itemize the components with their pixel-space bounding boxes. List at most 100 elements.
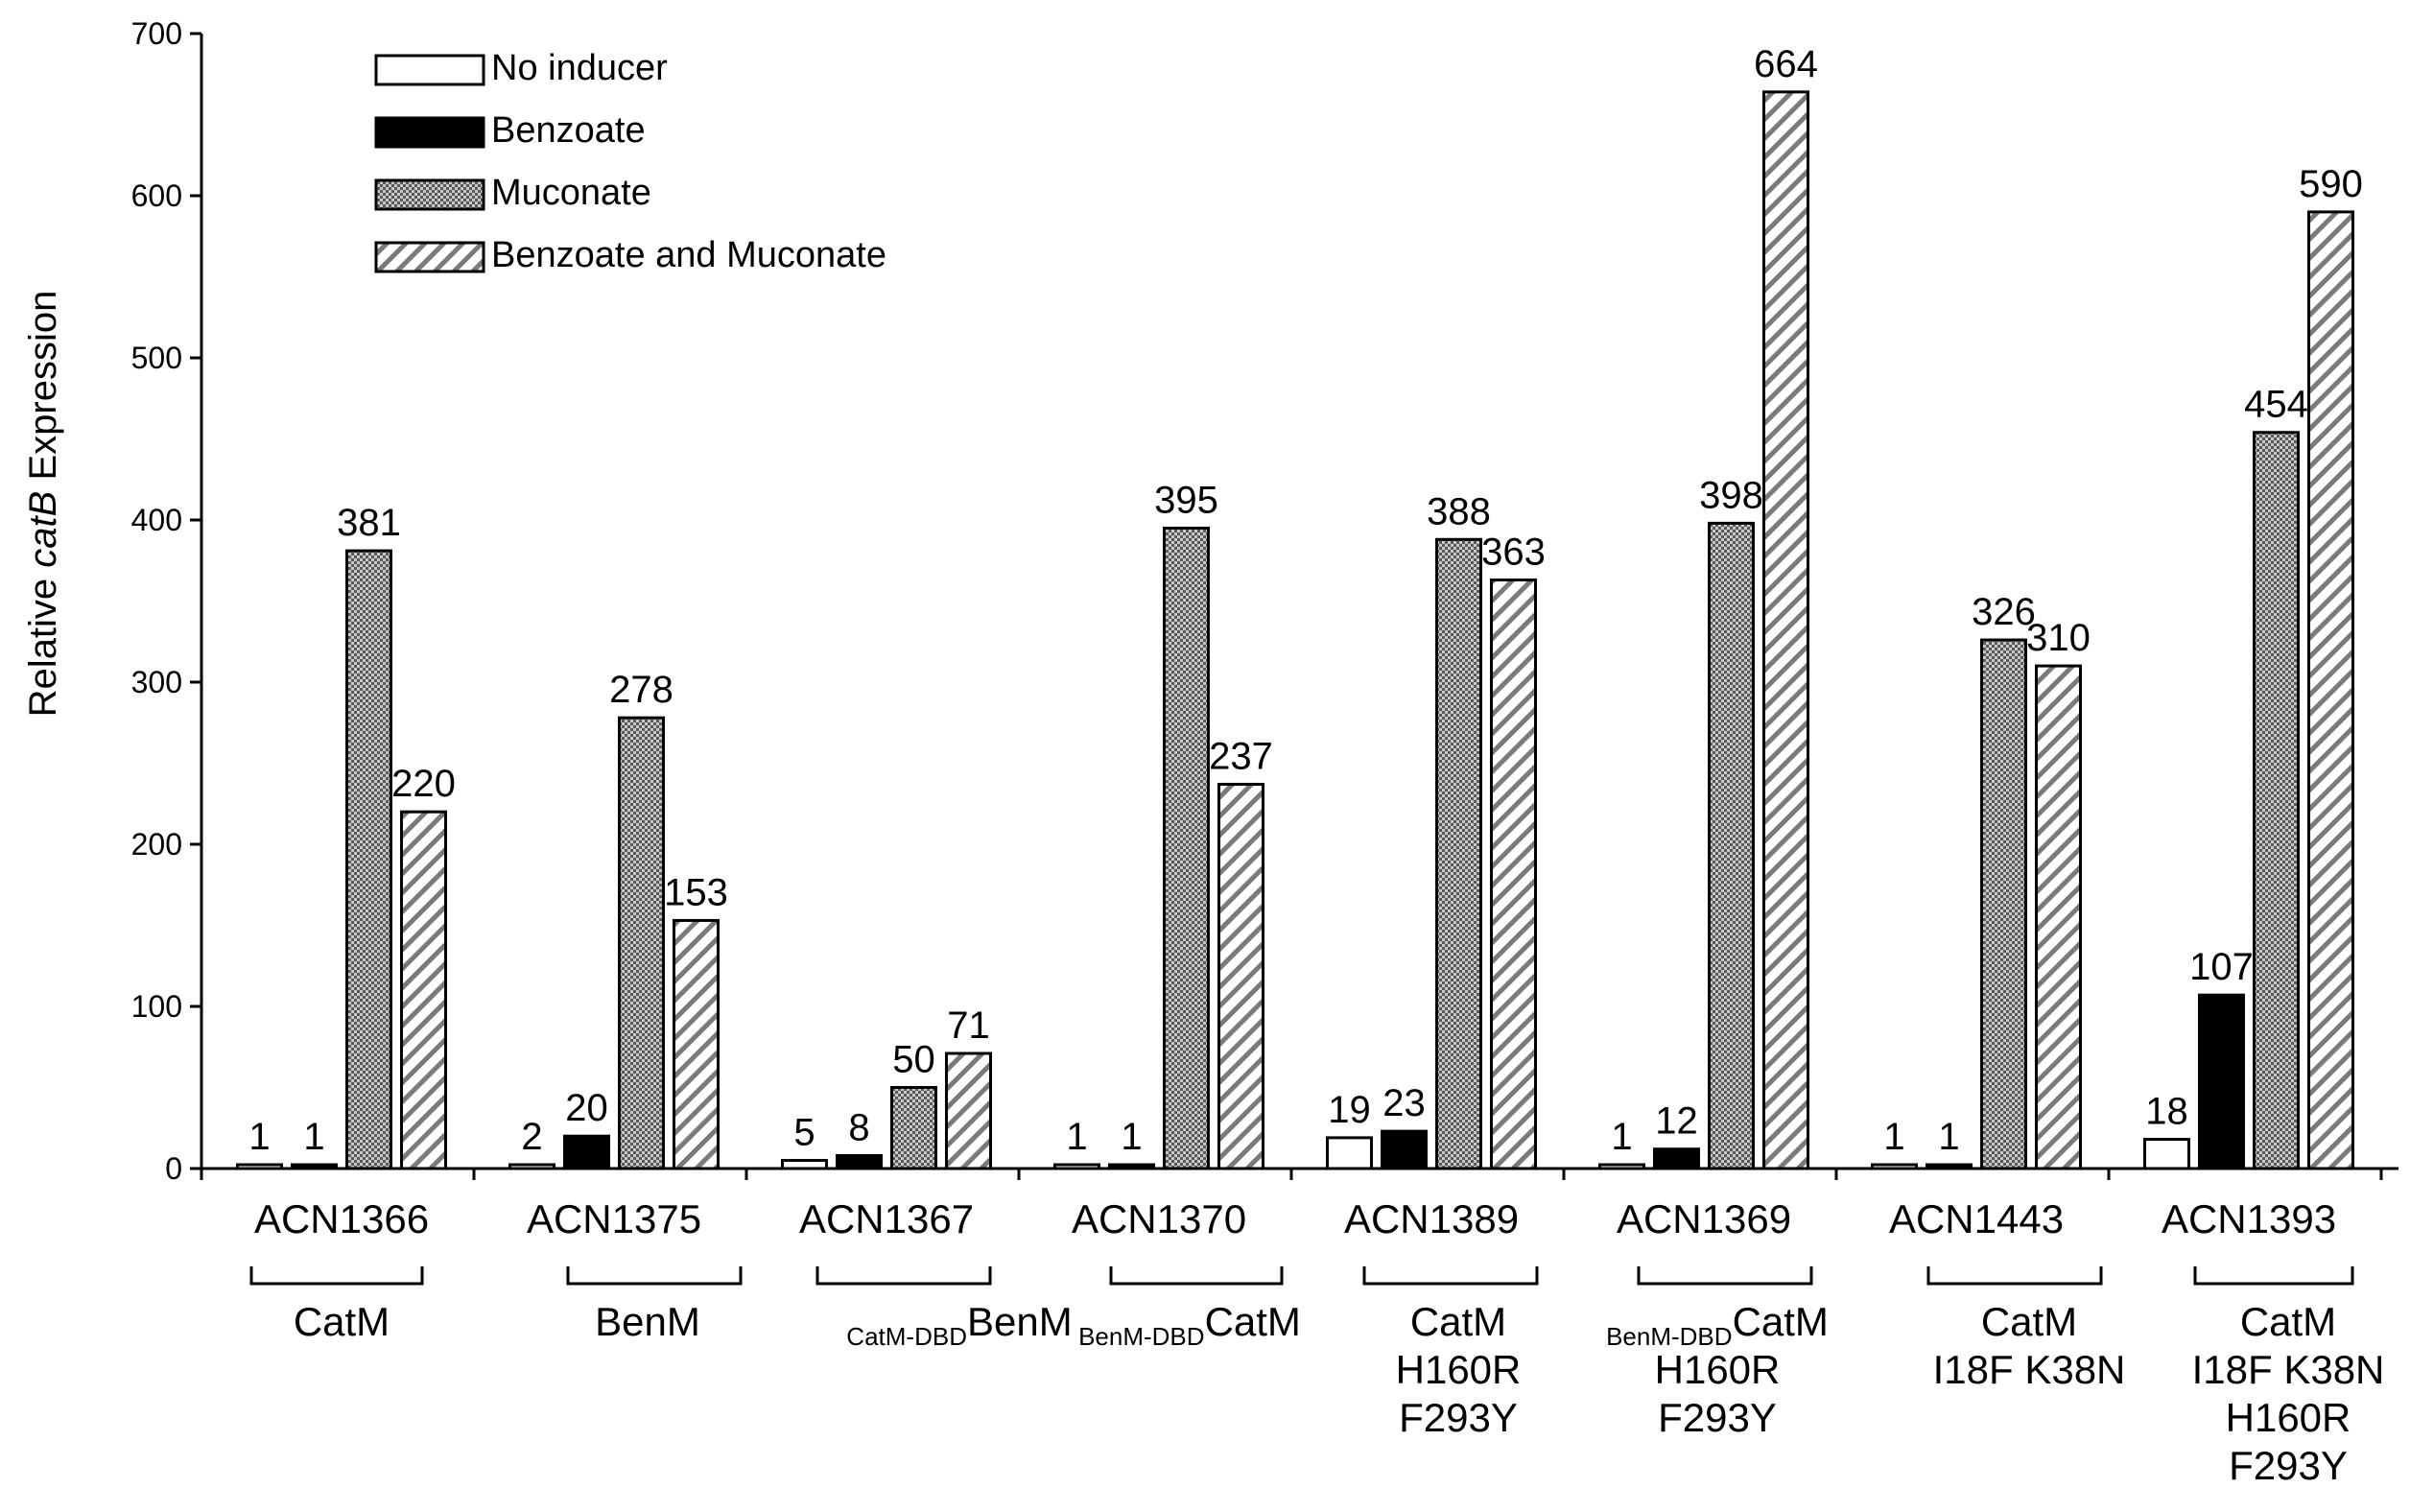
x-category-label: ACN1366	[254, 1196, 429, 1241]
data-label: 388	[1427, 490, 1491, 532]
bar-ACN1366-3	[400, 810, 447, 1170]
group-label-main: H160R	[2226, 1395, 2351, 1440]
data-label: 1	[1066, 1116, 1087, 1158]
group-bracket	[2193, 1266, 2354, 1286]
data-label: 590	[2299, 163, 2363, 205]
data-label: 12	[1655, 1100, 1698, 1143]
group-label-main: H160R	[1396, 1347, 1522, 1392]
bar-ACN1366-2	[345, 549, 392, 1170]
y-tick-label: 100	[131, 989, 182, 1024]
data-label: 381	[337, 502, 401, 544]
bar-ACN1370-3	[1217, 782, 1264, 1170]
data-label: 310	[2026, 617, 2091, 659]
bar-ACN1389-0	[1326, 1136, 1373, 1170]
group-bracket	[815, 1266, 992, 1286]
group-label-line: H160R	[2226, 1395, 2351, 1440]
group-label-line: I18F K38N	[2192, 1347, 2385, 1392]
data-label: 2	[521, 1116, 542, 1158]
group-label-line: CatM	[294, 1299, 390, 1344]
bar-ACN1389-3	[1490, 579, 1537, 1170]
group-label-line: CatM-DBDBenM	[846, 1299, 1072, 1351]
data-label: 1	[1121, 1116, 1142, 1158]
data-label: 454	[2244, 384, 2308, 426]
group-label-main: F293Y	[1658, 1395, 1777, 1440]
data-label: 664	[1754, 43, 1818, 85]
data-label: 18	[2145, 1091, 2188, 1133]
group-label-main: CatM	[1410, 1299, 1506, 1344]
bars	[236, 90, 2354, 1170]
group-label-main: F293Y	[2229, 1443, 2348, 1488]
bar-ACN1367-1	[836, 1153, 883, 1170]
group-label-line: I18F K38N	[1933, 1347, 2126, 1392]
group-label-main: CatM	[294, 1299, 390, 1344]
data-label: 398	[1699, 474, 1763, 516]
group-label-line: BenM	[595, 1299, 700, 1344]
legend-label-0: No inducer	[491, 48, 668, 88]
group-label-line: H160R	[1396, 1347, 1522, 1392]
bar-ACN1443-3	[2035, 664, 2082, 1170]
x-category-label: ACN1375	[527, 1196, 701, 1241]
y-axis-title-suffix: Expression	[22, 291, 64, 491]
group-label-main: H160R	[1655, 1347, 1781, 1392]
data-label: 278	[609, 669, 673, 711]
y-axis-title-prefix: Relative	[22, 568, 64, 718]
group-label-subscript: CatM-DBD	[846, 1322, 967, 1351]
y-tick-label: 0	[165, 1151, 182, 1186]
group-bracket	[1637, 1266, 1813, 1286]
group-label-line: BenM-DBDCatM	[1078, 1299, 1301, 1351]
bar-ACN1369-2	[1708, 521, 1755, 1170]
x-category-label: ACN1369	[1617, 1196, 1791, 1241]
bar-ACN1393-2	[2253, 431, 2300, 1170]
data-label: 1	[303, 1116, 324, 1158]
group-label-line: F293Y	[1399, 1395, 1518, 1440]
bar-ACN1375-2	[618, 716, 665, 1170]
legend-swatch-2	[374, 178, 485, 211]
data-label: 1	[1883, 1116, 1904, 1158]
group-label-main: F293Y	[1399, 1395, 1518, 1440]
bar-ACN1393-3	[2307, 210, 2354, 1170]
x-group-labels: CatM BenM CatM-DBDBenM BenM-DBDCatM CatMH160…	[249, 1266, 2385, 1488]
group-label-line: BenM-DBDCatM	[1606, 1299, 1829, 1351]
data-label: 220	[391, 763, 456, 805]
x-category-label: ACN1367	[799, 1196, 974, 1241]
x-category-label: ACN1370	[1072, 1196, 1246, 1241]
x-axis	[200, 1167, 2398, 1180]
bar-ACN1393-1	[2198, 993, 2245, 1170]
legend-label-3: Benzoate and Muconate	[491, 235, 886, 275]
group-label-line: CatM	[1981, 1299, 2077, 1344]
group-label-main: CatM	[1981, 1299, 2077, 1344]
data-label: 23	[1382, 1082, 1426, 1124]
y-axis-title-italic: catB	[22, 491, 64, 568]
x-category-labels: ACN1366 ACN1375 ACN1367 ACN1370 ACN1389 ACN13…	[254, 1196, 2336, 1241]
y-axis: 0 100 200 300 400 500 600 700	[131, 16, 203, 1186]
data-label: 107	[2189, 946, 2254, 988]
data-label: 8	[848, 1106, 869, 1148]
data-label: 19	[1328, 1089, 1371, 1131]
group-label-main: CatM	[1205, 1299, 1301, 1344]
y-tick-label: 300	[131, 665, 182, 699]
data-label: 71	[947, 1004, 990, 1047]
data-label: 1	[1938, 1116, 1959, 1158]
group-label-subscript: BenM-DBD	[1078, 1322, 1204, 1351]
group-label-line: CatM	[2240, 1299, 2336, 1344]
group-bracket	[1109, 1266, 1284, 1286]
group-label-line: F293Y	[1658, 1395, 1777, 1440]
group-label-main: CatM	[1733, 1299, 1829, 1344]
bar-ACN1375-1	[563, 1134, 610, 1170]
bar-ACN1389-1	[1381, 1129, 1428, 1170]
data-label: 153	[664, 871, 728, 913]
x-category-label: ACN1389	[1344, 1196, 1519, 1241]
group-label-main: BenM	[595, 1299, 700, 1344]
legend: No inducer Benzoate Muconate Benzoate and M…	[374, 48, 886, 275]
bar-ACN1369-3	[1762, 90, 1809, 1170]
group-label-main: BenM	[967, 1299, 1073, 1344]
group-bracket	[1926, 1266, 2103, 1286]
legend-swatch-0	[374, 54, 485, 86]
group-label-main: CatM	[2240, 1299, 2336, 1344]
group-bracket	[249, 1266, 424, 1286]
bar-ACN1367-3	[945, 1051, 992, 1170]
y-axis-title-group: Relative catB Expression	[22, 291, 64, 718]
group-label-line: CatM	[1410, 1299, 1506, 1344]
y-tick-label: 500	[131, 341, 182, 375]
